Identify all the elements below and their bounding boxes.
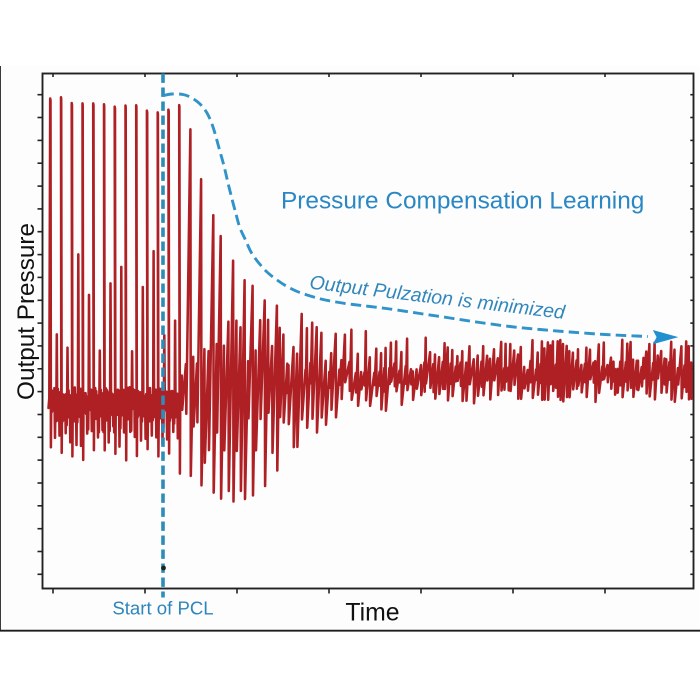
svg-text:Output Pressure: Output Pressure	[13, 223, 40, 400]
svg-text:Pressure Compensation Learning: Pressure Compensation Learning	[281, 187, 644, 214]
svg-text:Start of PCL: Start of PCL	[112, 598, 213, 619]
svg-text:Time: Time	[345, 600, 399, 627]
